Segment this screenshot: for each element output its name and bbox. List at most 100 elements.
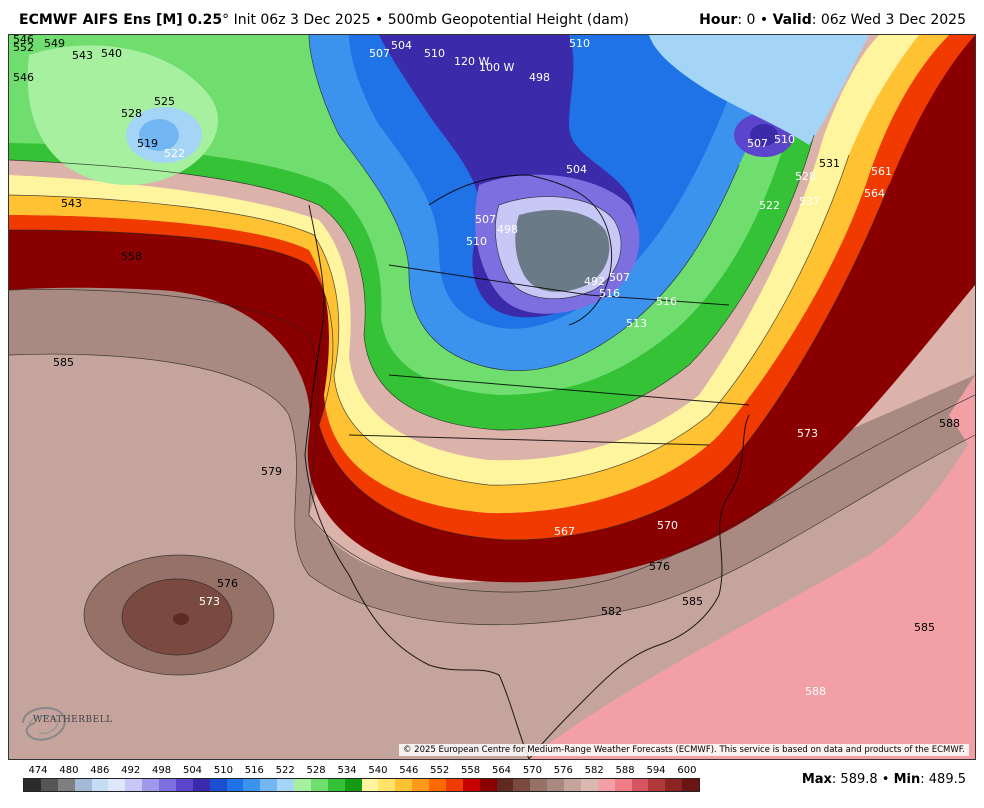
contour-label: 510	[466, 235, 487, 248]
colorbar-swatch	[547, 779, 564, 791]
contour-label: 525	[154, 95, 175, 108]
contour-label: 546	[13, 71, 34, 84]
colorbar-swatch	[445, 779, 463, 791]
contour-label: 504	[566, 163, 587, 176]
min-max: Max: 589.8 • Min: 489.5	[802, 772, 966, 787]
colorbar-swatch	[243, 779, 261, 791]
colorbar-swatch	[159, 779, 176, 791]
colorbar-swatch	[192, 779, 210, 791]
colorbar-swatch	[40, 779, 58, 791]
colorbar-swatch	[462, 779, 480, 791]
colorbar	[23, 778, 700, 792]
colorbar-swatch	[580, 779, 598, 791]
colorbar-swatch	[614, 779, 632, 791]
degree-mark: °	[222, 12, 230, 28]
colorbar-swatch	[344, 779, 362, 791]
hour-label: Hour	[699, 12, 738, 28]
colorbar-swatch	[564, 779, 581, 791]
colorbar-swatch	[682, 779, 699, 791]
colorbar-tick-label: 552	[430, 765, 450, 776]
contour-label: 576	[217, 577, 238, 590]
colorbar-swatch	[496, 779, 514, 791]
colorbar-swatch	[260, 779, 278, 791]
colorbar-tick-label: 600	[677, 765, 697, 776]
colorbar-tick-label: 540	[368, 765, 388, 776]
contour-label: 516	[599, 287, 620, 300]
colorbar-tick-label: 558	[461, 765, 481, 776]
colorbar-swatch	[57, 779, 75, 791]
contour-label: 585	[682, 595, 703, 608]
colorbar-swatch	[125, 779, 143, 791]
contour-label: 540	[101, 47, 122, 60]
contour-label: 504	[391, 39, 412, 52]
contour-label: 564	[864, 187, 885, 200]
contour-label: 588	[805, 685, 826, 698]
contour-label: 546	[13, 35, 34, 46]
colorbar-swatch	[479, 779, 497, 791]
colorbar-tick-label: 480	[59, 765, 79, 776]
contour-label: 498	[529, 71, 550, 84]
colorbar-tick-label: 564	[491, 765, 512, 776]
contour-label: 507	[747, 137, 768, 150]
colorbar-swatch	[226, 779, 244, 791]
colorbar-tick-label: 528	[306, 765, 326, 776]
contour-label: 582	[601, 605, 622, 618]
logo-swirl-icon	[22, 707, 66, 741]
contour-label: 513	[626, 317, 647, 330]
contour-label: 549	[44, 37, 65, 50]
colorbar-swatch	[648, 779, 666, 791]
colorbar-tick-label: 498	[152, 765, 172, 776]
contour-label: 585	[914, 621, 935, 634]
height-map: 552 549 543 540 546 546 507 504 510 120 …	[8, 34, 976, 760]
colorbar-tick-label: 522	[275, 765, 295, 776]
colorbar-tick-label: 516	[244, 765, 264, 776]
contour-label: 561	[871, 165, 892, 178]
contour-label: 498	[497, 223, 518, 236]
contour-label: 510	[774, 133, 795, 146]
contour-label: 531	[819, 157, 840, 170]
colorbar-swatch	[395, 779, 413, 791]
contour-label: 588	[939, 417, 960, 430]
bullet-sep: •	[881, 772, 890, 787]
contour-label: 579	[261, 465, 282, 478]
contour-label: 519	[137, 137, 158, 150]
header: ECMWF AIFS Ens [M] 0.25° Init 06z 3 Dec …	[0, 0, 984, 34]
max-value: : 589.8	[831, 772, 878, 787]
max-label: Max	[801, 772, 832, 787]
model-name: ECMWF AIFS Ens [M] 0.25	[19, 12, 223, 28]
colorbar-swatch	[412, 779, 429, 791]
contour-label: 510	[569, 37, 590, 50]
colorbar-tick-label: 486	[90, 765, 110, 776]
min-value: : 489.5	[920, 772, 966, 787]
init-time: Init 06z 3 Dec 2025	[233, 12, 371, 28]
bullet-sep: •	[375, 12, 384, 28]
contour-label: 552	[13, 41, 34, 54]
contour-label: 492	[584, 275, 605, 288]
contour-label: 567	[554, 525, 575, 538]
hour-value: : 0	[737, 12, 756, 28]
colorbar-tick-label: 504	[182, 765, 203, 776]
colorbar-tick-label: 474	[28, 765, 48, 776]
contour-label: 507	[609, 271, 630, 284]
field-name: 500mb Geopotential Height (dam)	[387, 12, 629, 28]
colorbar-tick-label: 534	[337, 765, 357, 776]
ecmwf-credit: © 2025 European Centre for Medium-Range …	[398, 744, 969, 756]
colorbar-swatch	[631, 779, 649, 791]
colorbar-tick-label: 570	[522, 765, 542, 776]
colorbar-swatch	[378, 779, 396, 791]
contour-label: 573	[199, 595, 220, 608]
colorbar-tick-label: 492	[121, 765, 141, 776]
colorbar-swatch	[74, 779, 92, 791]
contour-label: 543	[72, 49, 93, 62]
colorbar-swatch	[108, 779, 126, 791]
logo-text: WEATHERBELL	[33, 715, 113, 725]
colorbar-swatch	[91, 779, 109, 791]
contour-label: 528	[121, 107, 142, 120]
valid-value: : 06z Wed 3 Dec 2025	[811, 12, 966, 28]
map-title: ECMWF AIFS Ens [M] 0.25° Init 06z 3 Dec …	[19, 12, 629, 28]
colorbar-swatch	[530, 779, 548, 791]
valid-label: Valid	[772, 12, 812, 28]
colorbar-swatch	[24, 779, 41, 791]
colorbar-tick-label: 546	[399, 765, 419, 776]
colorbar-tick-label: 594	[646, 765, 666, 776]
